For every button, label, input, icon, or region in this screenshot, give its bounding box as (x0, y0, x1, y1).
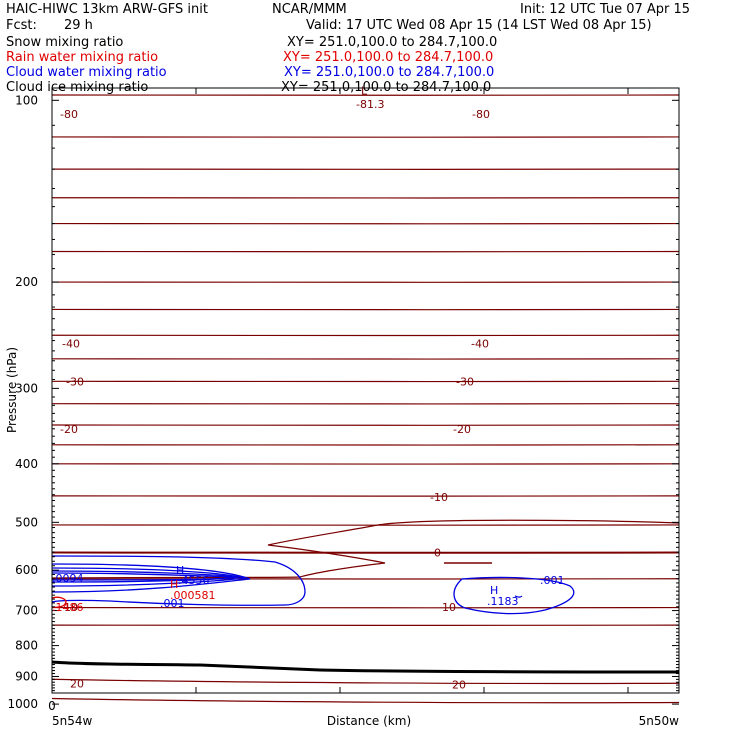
field-name-cloud-water: Cloud water mixing ratio (6, 65, 167, 80)
y-tick-label: 400 (15, 457, 38, 471)
isotherm-line (51, 523, 680, 526)
isotherm-line (51, 402, 680, 405)
isotherm-line-lower (51, 697, 680, 704)
cloud-water-contour-core (514, 595, 523, 598)
x-axis-title: Distance (km) (327, 714, 411, 728)
y-tick-label: 100 (15, 93, 38, 107)
isotherm-label: 0 (434, 547, 441, 560)
isotherm-label: 20 (452, 679, 466, 692)
isotherm-line (51, 551, 680, 554)
isotherm-line (51, 281, 680, 284)
cloud-water-contour-right (453, 576, 575, 615)
model-title: HAIC-HIWC 13km ARW-GFS init (6, 2, 208, 17)
field-name-rain: Rain water mixing ratio (6, 50, 159, 65)
isotherm-label: -20 (453, 423, 471, 436)
isotherm-line (51, 462, 680, 465)
y-tick-label: 800 (15, 639, 38, 653)
isotherm-label: 20 (70, 678, 84, 691)
y-tick-label: 900 (15, 669, 38, 683)
ground-surface (51, 660, 680, 674)
cloud-water-label: .4556 (178, 574, 210, 587)
cloud-water-contour-inner (51, 567, 246, 587)
isotherm-label: -80 (60, 108, 78, 121)
x-endpoint-left: 5n54w (52, 714, 93, 728)
isotherm-label: -20 (60, 423, 78, 436)
field-xy-snow: XY= 251.0,100.0 to 284.7,100.0 (287, 35, 498, 50)
isotherm-line (51, 135, 680, 138)
isotherm-line (51, 357, 680, 360)
isotherm-line (51, 168, 680, 171)
isotherm-line (51, 250, 680, 253)
isotherm-label: 10 (64, 601, 78, 614)
cloud-water-contour-inner (51, 570, 241, 583)
isotherm-label: -30 (456, 375, 474, 388)
isotherm-line (51, 196, 680, 199)
x-axis (51, 88, 629, 693)
fcst-label: Fcst: (6, 18, 37, 33)
isotherm-label: -30 (66, 375, 84, 388)
isotherm-label: -40 (62, 338, 80, 351)
cloud-water-label: .0094 (52, 572, 84, 585)
isotherm-line (51, 624, 680, 627)
valid-time: Valid: 17 UTC Wed 08 Apr 15 (14 LST Wed … (306, 18, 652, 33)
y-axis-title: Pressure (hPa) (5, 347, 19, 433)
cloud-water-contour-inner (51, 572, 239, 581)
y-tick-label: 200 (15, 275, 38, 289)
isotherm-label: -10 (430, 491, 448, 504)
field-name-snow: Snow mixing ratio (6, 35, 124, 50)
contour-labels: -80 -81.3L -80 -40 -40 -30 -30 -20 -20 -10 0 10 10 20… (52, 84, 565, 691)
y-tick-label: 500 (15, 515, 38, 529)
y-tick-label: 1000 (7, 697, 38, 711)
isotherm-label: -80 (472, 108, 490, 121)
isotherm-line (51, 424, 680, 427)
rain-contour (51, 596, 67, 608)
isotherm-line (51, 494, 680, 497)
y-tick-label: 600 (15, 563, 38, 577)
init-time: Init: 12 UTC Tue 07 Apr 15 (520, 2, 691, 17)
cloud-water-label: .001 (160, 597, 185, 610)
cloud-water-label: H (176, 564, 184, 577)
isotherm-line-warm (51, 519, 680, 579)
isotherm-line (51, 308, 680, 311)
cloud-water-contour-inner (51, 563, 251, 593)
field-xy-cloud-water: XY= 251.0,100.0 to 284.7,100.0 (284, 65, 495, 80)
y-tick-label: 300 (15, 381, 38, 395)
cloud-water-contours (51, 555, 575, 615)
x-endpoint-right: 5n50w (639, 714, 680, 728)
isotherm-label: L (361, 84, 368, 97)
isotherm-line (51, 222, 680, 225)
isotherm-line (51, 93, 680, 97)
fcst-value: 29 h (64, 18, 93, 33)
isotherm-line (51, 443, 680, 446)
isotherm-line (51, 606, 680, 609)
cloud-water-label: .001 (540, 574, 565, 587)
rain-label: .000581 (170, 589, 216, 602)
isotherm-contours (51, 93, 680, 704)
isotherm-label: -81.3 (356, 98, 384, 111)
isotherm-label: -40 (471, 338, 489, 351)
cloud-water-label: H (490, 584, 498, 597)
field-xy-rain: XY= 251.0,100.0 to 284.7,100.0 (283, 50, 494, 65)
isotherm-line (51, 380, 680, 383)
cloud-water-label: .1183 (487, 595, 519, 608)
rain-label: .1486 (52, 601, 84, 614)
isotherm-line (51, 334, 680, 337)
y-tick-label: 700 (15, 604, 38, 618)
x-tick-label-0: 0 (48, 699, 56, 713)
rain-contours (51, 596, 67, 608)
ground-line (51, 660, 680, 674)
cloud-water-contour (51, 555, 306, 606)
isotherm-label: 10 (442, 601, 456, 614)
isotherm-line (51, 577, 680, 580)
plot-frame (51, 87, 680, 694)
isotherm-line-lower (51, 678, 680, 685)
center-label: NCAR/MMM (272, 2, 347, 17)
rain-label: H (170, 578, 178, 591)
